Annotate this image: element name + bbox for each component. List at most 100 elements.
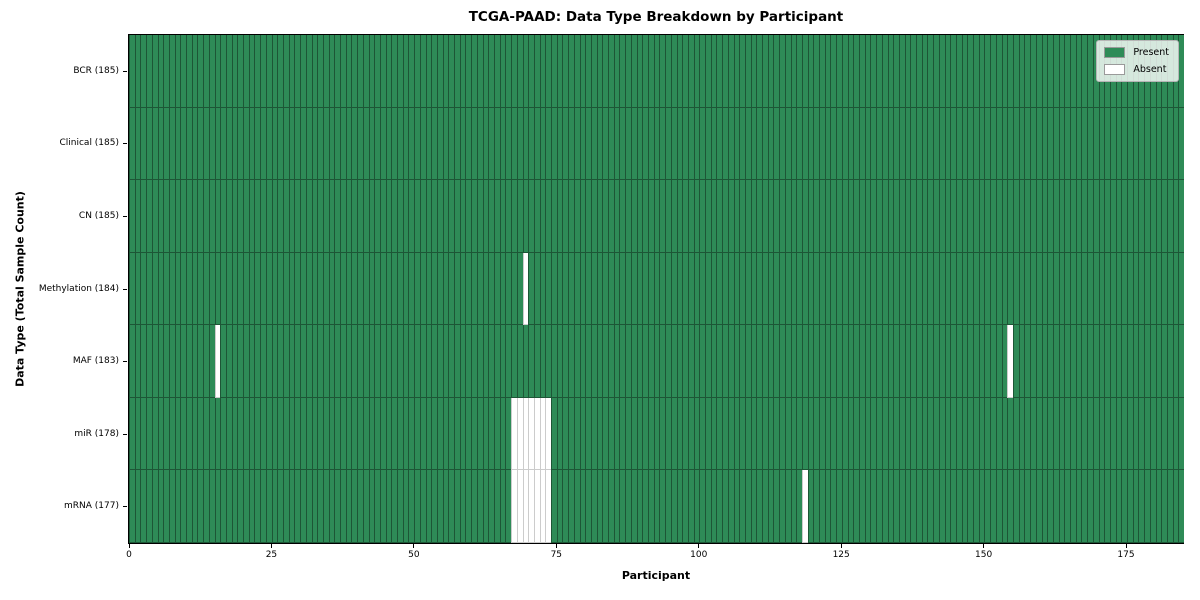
participant-cell [568,397,574,471]
participant-cell [516,180,523,253]
participant-cell [146,180,152,253]
participant-cell [1070,180,1076,253]
participant-cell [955,107,962,181]
participant-cell [1178,107,1185,181]
participant-cell [374,470,380,544]
participant-cell [1155,397,1162,471]
x-tick-mark [840,544,842,548]
participant-cell [305,325,312,398]
participant-cell [739,397,745,471]
participant-cell [140,397,147,471]
participant-cell [1087,252,1093,326]
participant-cell [208,325,215,398]
participant-cell [642,35,648,108]
participant-cell [294,470,301,544]
participant-cell [482,107,489,181]
x-tick-mark [128,544,130,548]
participant-cell [1104,252,1110,326]
participant-cell [642,397,648,471]
participant-cell [203,180,209,253]
participant-cell [1092,252,1099,326]
participant-cell [961,107,968,181]
participant-cell [744,470,751,544]
participant-cell [1058,325,1065,398]
participant-cell [1041,107,1048,181]
participant-cell [921,180,928,253]
participant-cell [522,107,529,181]
participant-cell [630,107,637,181]
participant-cell [659,252,666,326]
participant-cell [254,252,261,326]
participant-cell [927,180,934,253]
participant-cell [134,325,141,398]
participant-cell [260,180,266,253]
participant-cell [237,35,244,108]
participant-cell [636,107,643,181]
participant-cell [784,35,791,108]
participant-cell [351,325,358,398]
participant-cell [693,180,700,253]
participant-cell [243,252,249,326]
participant-cell [727,325,734,398]
participant-cell [944,470,951,544]
participant-cell [647,397,654,471]
participant-cell [716,252,723,326]
participant-cell [203,397,209,471]
participant-cell [916,397,922,471]
participant-cell [573,397,580,471]
participant-cell [625,180,631,253]
participant-cell [265,180,272,253]
participant-cell [214,325,221,398]
participant-cell [619,35,626,108]
participant-cell [682,470,688,544]
participant-cell [744,35,751,108]
participant-cell [368,180,375,253]
participant-cell [864,180,871,253]
participant-cell [910,252,917,326]
participant-cell [385,325,392,398]
participant-cell [1012,325,1019,398]
participant-cell [859,470,865,544]
participant-cell [967,325,974,398]
participant-cell [864,107,871,181]
participant-cell [904,325,911,398]
participant-cell [191,35,198,108]
participant-cell [1012,397,1019,471]
participant-cell [636,252,643,326]
datatype-row-bcr [129,35,1185,108]
participant-cell [357,107,363,181]
participant-cell [345,470,352,544]
participant-cell [955,35,962,108]
participant-cell [499,35,506,108]
participant-cell [904,107,911,181]
participant-cell [186,180,192,253]
participant-cell [647,470,654,544]
participant-cell [819,252,825,326]
participant-cell [1161,107,1167,181]
participant-cell [425,107,432,181]
participant-cell [1092,35,1099,108]
participant-cell [522,180,529,253]
participant-cell [545,180,552,253]
participant-cell [916,35,922,108]
participant-cell [870,397,877,471]
participant-cell [670,325,677,398]
participant-cell [1109,107,1116,181]
participant-cell [830,470,837,544]
participant-cell [220,107,226,181]
participant-cell [596,107,603,181]
participant-cell [539,325,546,398]
participant-cell [528,397,534,471]
participant-cell [933,397,939,471]
participant-cell [710,35,717,108]
participant-cell [1007,397,1013,471]
participant-cell [790,35,797,108]
participant-cell [659,325,666,398]
participant-cell [1030,470,1036,544]
participant-cell [573,180,580,253]
y-tick-label-cn: CN (185) [78,210,119,221]
participant-cell [579,325,586,398]
participant-cell [830,397,837,471]
participant-cell [841,180,848,253]
participant-cell [362,180,369,253]
